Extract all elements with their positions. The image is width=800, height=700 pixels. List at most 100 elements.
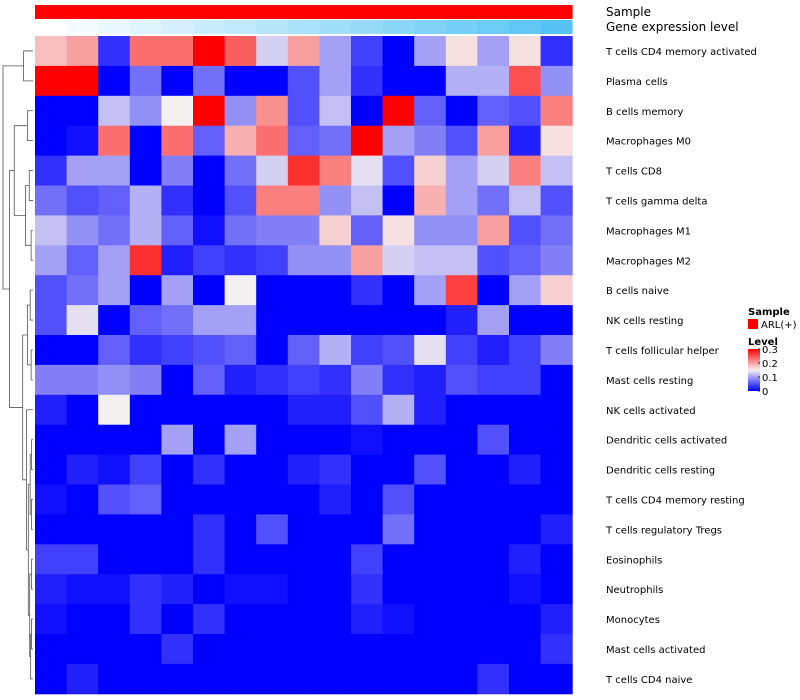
heatmap-cell [256, 574, 289, 605]
gene-level-annotation-cell [224, 20, 257, 34]
heatmap-cell [351, 454, 384, 485]
heatmap-cell [414, 544, 447, 575]
heatmap-cell [224, 514, 257, 545]
heatmap-cell [193, 305, 226, 336]
heatmap-cell [98, 36, 131, 67]
heatmap-cell [129, 275, 162, 306]
heatmap-cell [161, 185, 194, 216]
heatmap-cell [477, 335, 510, 366]
heatmap-cell [129, 634, 162, 665]
heatmap-cell [35, 424, 68, 456]
gene-level-annotation-cell [35, 20, 67, 34]
heatmap-cell [509, 215, 542, 246]
heatmap-cell [224, 155, 257, 186]
heatmap-cell [98, 394, 131, 426]
heatmap-cell [382, 364, 415, 396]
sample-annotation-cell [540, 5, 573, 19]
heatmap-cell [129, 514, 162, 545]
sample-annotation-cell [287, 5, 320, 19]
heatmap-cell [35, 454, 68, 485]
heatmap-cell [35, 514, 68, 545]
heatmap-cell [319, 36, 352, 67]
heatmap-cell [287, 185, 320, 216]
heatmap-cell [319, 65, 352, 97]
heatmap-cell [35, 305, 68, 336]
heatmap-cell [193, 125, 226, 157]
heatmap-cell [414, 454, 447, 485]
heatmap-cell [540, 574, 573, 605]
heatmap-cell [193, 544, 226, 575]
sample-annotation-cell [35, 5, 67, 19]
heatmap-cell [161, 275, 194, 306]
heatmap-cell [540, 514, 573, 545]
heatmap-cell [509, 634, 542, 665]
heatmap-cell [98, 335, 131, 366]
sample-annotation-cell [477, 5, 510, 19]
legend-tick-label: 0 [762, 387, 768, 398]
heatmap-cell [35, 125, 68, 157]
heatmap-cell [66, 95, 99, 127]
heatmap-cell [66, 634, 99, 665]
heatmap-cell [256, 394, 289, 426]
heatmap-cell [351, 275, 384, 306]
heatmap-cell [319, 634, 352, 665]
heatmap-cell [509, 335, 542, 366]
heatmap-cell [66, 245, 99, 276]
heatmap-cell [382, 604, 415, 635]
heatmap-cell [445, 364, 478, 396]
heatmap-cell [161, 215, 194, 246]
heatmap-cell [509, 65, 542, 97]
heatmap-cell [66, 663, 99, 695]
dendrogram-branch [31, 439, 33, 470]
heatmap-cell [129, 245, 162, 276]
heatmap-cell [351, 484, 384, 515]
sample-annotation-cell [98, 5, 131, 19]
heatmap-cell [382, 36, 415, 67]
annotation-label-sample: Sample [606, 5, 651, 19]
heatmap-cell [256, 125, 289, 157]
heatmap-cell [35, 155, 68, 186]
heatmap-cell [540, 36, 573, 67]
heatmap-cell [540, 394, 573, 426]
heatmap-cell [351, 36, 384, 67]
heatmap-cell [161, 394, 194, 426]
heatmap-cell [287, 574, 320, 605]
heatmap-cell [98, 364, 131, 396]
heatmap-cell [445, 65, 478, 97]
sample-annotation-cell [509, 5, 541, 19]
heatmap-cell [98, 663, 131, 695]
heatmap-cell [193, 484, 226, 515]
heatmap-cell [256, 65, 289, 97]
heatmap-cell [287, 125, 320, 157]
heatmap-cell [129, 424, 162, 456]
heatmap-cell [319, 155, 352, 186]
heatmap-cell [477, 65, 510, 97]
heatmap-cell [98, 484, 131, 515]
heatmap-cell [319, 454, 352, 485]
heatmap-cell [319, 215, 352, 246]
heatmap-cell [256, 185, 289, 216]
row-label: NK cells resting [606, 316, 683, 327]
heatmap-cell [129, 65, 162, 97]
gene-level-annotation-cell [509, 20, 541, 34]
heatmap-cell [287, 36, 320, 67]
heatmap-cell [193, 574, 226, 605]
dendrogram-branch [29, 573, 32, 657]
heatmap-cell [477, 394, 510, 426]
heatmap-cell [98, 125, 131, 157]
sample-annotation-cell [224, 5, 257, 19]
heatmap-cell [66, 305, 99, 336]
sample-annotation-cell [382, 5, 415, 19]
heatmap-cell [98, 634, 131, 665]
sample-annotation-cell [193, 5, 225, 19]
heatmap-cell [382, 305, 415, 336]
heatmap-cell [224, 305, 257, 336]
heatmap-cell [129, 335, 162, 366]
heatmap-cell [98, 95, 131, 127]
heatmap-cell [161, 604, 194, 635]
row-label: Dendritic cells activated [606, 436, 727, 447]
heatmap-cell [445, 275, 478, 306]
gene-level-annotation-cell [287, 20, 320, 34]
heatmap-cell [509, 484, 542, 515]
